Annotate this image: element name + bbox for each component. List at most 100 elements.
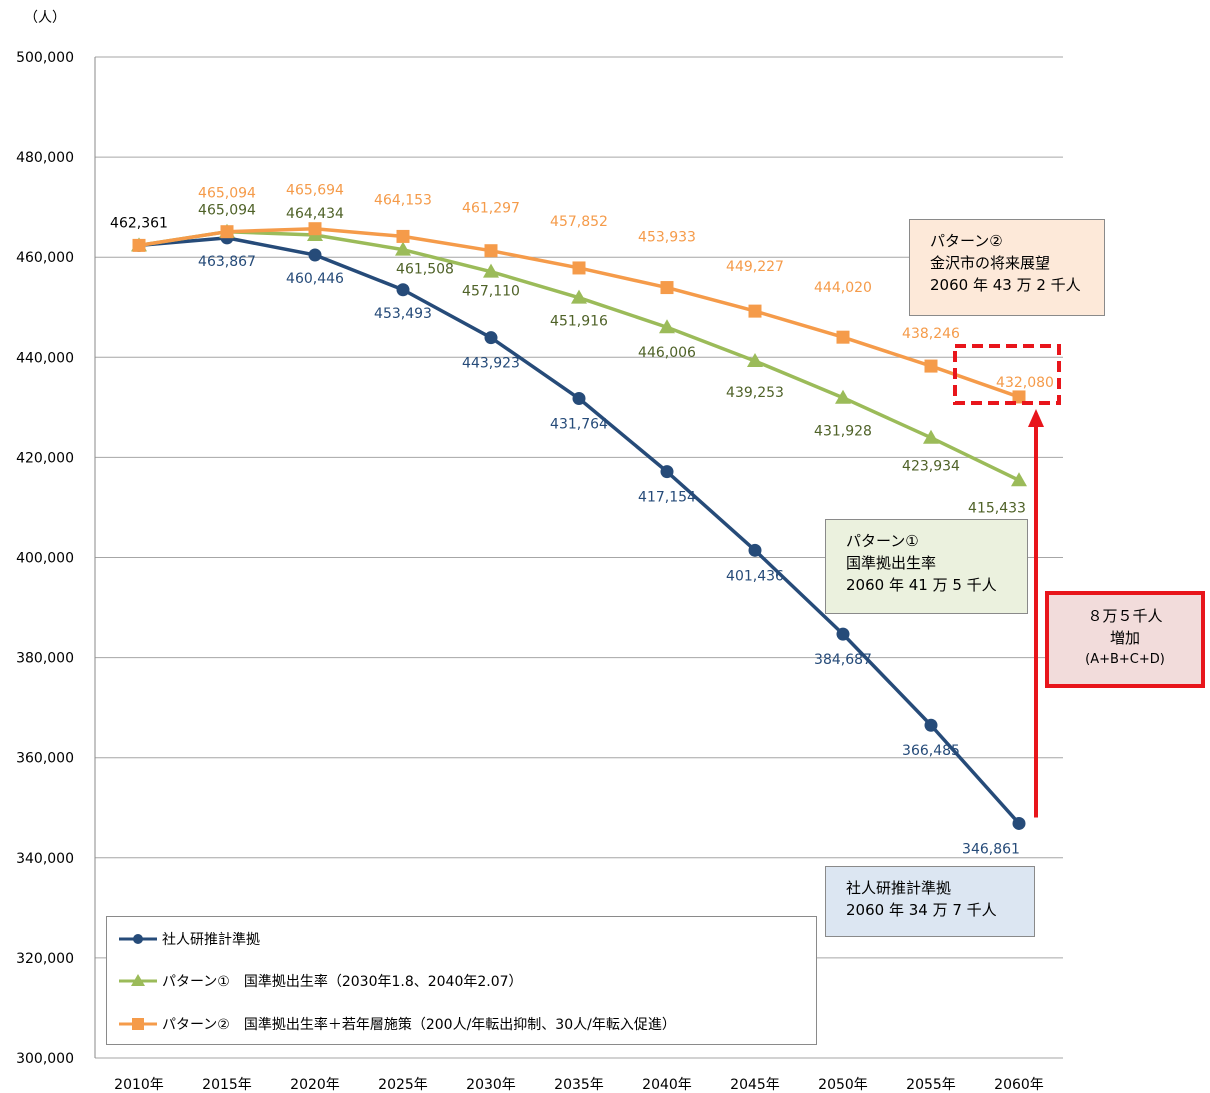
data-label-pattern2: 444,020 [814, 280, 872, 296]
legend-label-base: 社人研推計準拠 [162, 932, 260, 948]
legend-item-pattern1: パターン① 国準拠出生率（2030年1.8、2040年2.07） [117, 971, 523, 991]
increase-arrow-head [1028, 408, 1044, 427]
increase-callout: ８万５千人 増加 (A+B+C+D) [1045, 591, 1205, 688]
data-label-pattern1: 431,928 [814, 424, 872, 440]
point-base [396, 283, 410, 297]
data-label-pattern2: 438,246 [902, 326, 960, 342]
legend-swatch-pattern2 [119, 1018, 157, 1030]
pattern1-annotation: パターン① 国準拠出生率 2060 年 41 万 5 千人 [825, 519, 1028, 614]
legend-item-base: 社人研推計準拠 [117, 929, 260, 949]
point-pattern1 [659, 319, 675, 334]
data-label-pattern1: 423,934 [902, 459, 960, 475]
data-label-base: 431,764 [550, 417, 608, 433]
point-base [572, 392, 586, 406]
point-pattern2 [836, 330, 850, 344]
data-label-base: 417,154 [638, 490, 696, 506]
point-pattern2 [572, 261, 586, 275]
point-pattern2 [484, 244, 498, 258]
base-annotation-line2: 2060 年 34 万 7 千人 [846, 901, 997, 919]
y-tick-label: 480,000 [16, 150, 74, 166]
point-pattern2 [396, 229, 410, 243]
point-base [308, 248, 322, 262]
point-base [924, 718, 938, 732]
point-pattern1 [483, 263, 499, 278]
point-pattern2 [308, 222, 322, 236]
point-pattern1 [1011, 472, 1027, 487]
point-base [836, 627, 850, 641]
y-tick-label: 340,000 [16, 851, 74, 867]
x-tick-label: 2015年 [202, 1077, 252, 1093]
x-tick-label: 2040年 [642, 1077, 692, 1093]
data-label-pattern1: 461,508 [396, 262, 454, 278]
legend-label-pattern1: パターン① 国準拠出生率（2030年1.8、2040年2.07） [162, 974, 523, 990]
x-tick-label: 2050年 [818, 1077, 868, 1093]
data-label-base: 346,861 [962, 841, 1020, 857]
point-base [660, 465, 674, 479]
data-label-pattern1: 451,916 [550, 314, 608, 330]
x-tick-label: 2035年 [554, 1077, 604, 1093]
point-pattern2 [924, 359, 938, 373]
data-label-pattern2: 465,094 [198, 186, 256, 202]
y-tick-label: 460,000 [16, 250, 74, 266]
x-tick-label: 2060年 [994, 1077, 1044, 1093]
x-tick-label: 2030年 [466, 1077, 516, 1093]
increase-callout-line1: ８万５千人 [1087, 607, 1163, 625]
data-label-base: 453,493 [374, 306, 432, 322]
pattern2-annotation-line3: 2060 年 43 万 2 千人 [930, 276, 1081, 294]
data-label-pattern1: 446,006 [638, 345, 696, 361]
pattern2-annotation-line1: パターン② [930, 232, 1003, 250]
data-label-pattern2: 449,227 [726, 259, 784, 275]
point-pattern1 [571, 289, 587, 304]
point-pattern2 [748, 304, 762, 318]
y-tick-label: 320,000 [16, 951, 74, 967]
base-annotation: 社人研推計準拠 2060 年 34 万 7 千人 [825, 866, 1035, 937]
point-pattern2 [132, 238, 146, 252]
data-label-pattern2: 464,153 [374, 192, 432, 208]
highlight-box-2060 [953, 344, 1061, 405]
increase-callout-line2: 増加 [1109, 629, 1140, 647]
x-tick-label: 2055年 [906, 1077, 956, 1093]
x-tick-label: 2045年 [730, 1077, 780, 1093]
data-label-pattern2: 453,933 [638, 230, 696, 246]
point-base [484, 331, 498, 345]
grid-layer: 300,000 320,000 340,000 360,000 380,000 400,0… [16, 50, 1063, 1093]
data-label-base: 460,446 [286, 271, 344, 287]
point-pattern2 [220, 225, 234, 239]
data-label-pattern2: 432,080 [996, 375, 1054, 391]
point-pattern1 [835, 389, 851, 404]
data-label-pattern1: 439,253 [726, 385, 784, 401]
pattern1-annotation-line2: 国準拠出生率 [846, 554, 937, 572]
data-label-base: 443,923 [462, 356, 520, 372]
y-tick-label: 440,000 [16, 350, 74, 366]
point-base [748, 543, 762, 557]
series-layer [131, 222, 1027, 830]
x-tick-label: 2025年 [378, 1077, 428, 1093]
point-pattern1 [395, 241, 411, 256]
data-label-pattern1: 415,433 [968, 500, 1026, 516]
y-tick-label: 420,000 [16, 450, 74, 466]
pattern2-annotation: パターン② 金沢市の将来展望 2060 年 43 万 2 千人 [909, 219, 1105, 316]
y-unit-label: （人） [24, 10, 66, 26]
point-pattern2 [1012, 390, 1026, 404]
pattern1-annotation-line3: 2060 年 41 万 5 千人 [846, 576, 997, 594]
legend-label-pattern2: パターン② 国準拠出生率＋若年層施策（200人/年転出抑制、30人/年転入促進） [162, 1017, 676, 1033]
data-label-pattern1: 464,434 [286, 206, 344, 222]
pattern2-annotation-line2: 金沢市の将来展望 [930, 254, 1051, 272]
data-label-pattern2: 465,694 [286, 183, 344, 199]
x-tick-label: 2020年 [290, 1077, 340, 1093]
data-label-base: 401,436 [726, 568, 784, 584]
label-layer: （人） 462,361 463,867 460,446 453,493 443,923 43… [24, 10, 1054, 857]
data-label-pattern1: 465,094 [198, 203, 256, 219]
y-tick-label: 380,000 [16, 651, 74, 667]
overlay-layer [953, 344, 1061, 818]
point-pattern1 [747, 353, 763, 368]
base-annotation-line1: 社人研推計準拠 [846, 879, 952, 897]
y-tick-label: 500,000 [16, 50, 74, 66]
legend: 社人研推計準拠 パターン① 国準拠出生率（2030年1.8、2040年2.07）… [106, 916, 817, 1045]
data-label-pattern1: 457,110 [462, 284, 520, 300]
legend-swatch-base [119, 934, 157, 944]
legend-swatch-pattern1 [119, 974, 157, 986]
increase-callout-line3: (A+B+C+D) [1085, 652, 1165, 667]
x-tick-label: 2010年 [114, 1077, 164, 1093]
point-pattern2 [660, 281, 674, 295]
